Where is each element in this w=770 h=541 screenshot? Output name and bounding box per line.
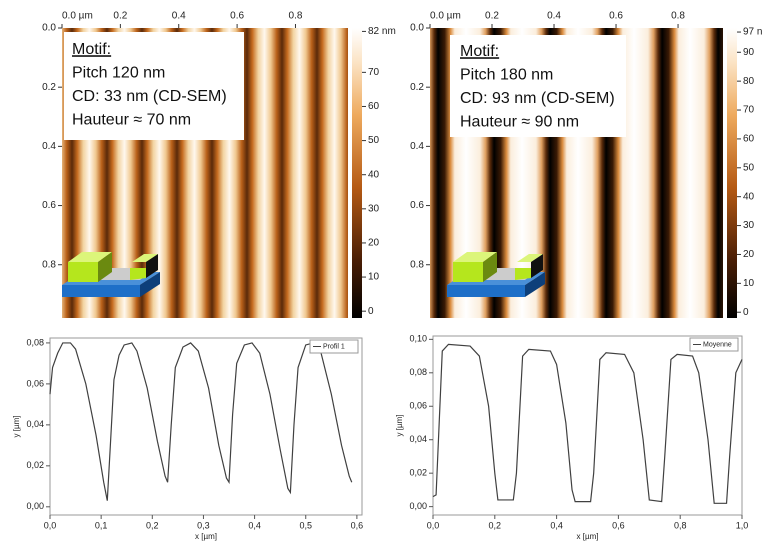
y-axis-label: y [µm] [12,416,21,438]
y-tick-label: 0,06 [26,378,44,388]
y-tick-label: 0,08 [26,337,44,347]
x-tick-label: 0.4 [172,11,186,22]
y-axis-label: y [µm] [395,415,404,437]
annotation-box [64,32,244,140]
y-tick-label: 0.0 [42,23,56,34]
x-tick-label: 0.2 [113,11,127,22]
annotation-text: Hauteur ≈ 90 nm [460,114,579,131]
annotation-box [450,35,626,137]
x-tick-label: 0,8 [674,520,687,530]
colorbar-tick-label: 70 [368,67,380,78]
colorbar-tick-label: 20 [368,238,380,249]
x-tick-label: 0.4 [547,11,561,22]
x-tick-label: 0,5 [299,520,312,530]
colorbar-tick-label: 97 n [743,27,762,38]
annotation-text: Pitch 180 nm [460,67,553,84]
colorbar-tick-label: 20 [743,249,755,260]
legend-label: Profil 1 [323,343,345,350]
x-tick-label: 0.6 [230,11,244,22]
y-tick-label: 0.6 [410,200,424,211]
colorbar-tick-label: 40 [743,191,755,202]
y-tick-label: 0,00 [409,501,427,511]
colorbar-tick-label: 10 [743,278,755,289]
colorbar-tick-label: 10 [368,272,380,283]
colorbar-tick-label: 30 [368,203,380,214]
profile-line [49,342,353,501]
y-tick-label: 0.4 [410,141,424,152]
legend-label: Moyenne [703,341,732,348]
sample-icon [62,252,160,297]
x-tick-label: 0,1 [95,520,108,530]
annotation-text: Hauteur ≈ 70 nm [72,112,191,129]
y-tick-label: 0,02 [409,468,427,478]
annotation-heading: Motif: [460,43,499,60]
x-tick-label: 0,4 [550,520,563,530]
y-tick-label: 0.6 [42,200,56,211]
x-tick-label: 0,2 [489,520,502,530]
colorbar-tick-label: 82 nm [368,26,396,37]
x-tick-label: 0.0 µm [430,11,461,22]
x-tick-label: 0,0 [427,520,440,530]
x-tick-label: 0.8 [289,11,303,22]
x-tick-label: 0.8 [671,11,685,22]
x-tick-label: 0.0 µm [62,11,93,22]
colorbar-tick-label: 0 [743,307,749,318]
y-tick-label: 0.2 [42,82,56,93]
y-tick-label: 0,04 [26,419,44,429]
colorbar-tick-label: 60 [368,101,380,112]
legend-box [689,337,739,352]
y-tick-label: 0.8 [42,259,56,270]
y-tick-label: 0,10 [409,334,427,344]
y-tick-label: 0,04 [409,434,427,444]
colorbar-tick-label: 80 [743,76,755,87]
y-tick-label: 0.0 [410,23,424,34]
x-tick-label: 0,3 [197,520,210,530]
x-axis-label: x [µm] [195,532,217,541]
y-tick-label: 0,08 [409,367,427,377]
x-tick-label: 0,4 [248,520,261,530]
annotation-text: CD: 93 nm (CD-SEM) [460,90,615,107]
colorbar-tick-label: 40 [368,169,380,180]
annotation-text: Pitch 120 nm [72,65,165,82]
colorbar-tick-label: 50 [743,162,755,173]
colorbar-tick-label: 50 [368,135,380,146]
y-tick-label: 0.4 [42,141,56,152]
x-tick-label: 0,6 [612,520,625,530]
colorbar-tick-label: 0 [368,306,374,317]
x-axis-label: x [µm] [577,532,599,541]
y-tick-label: 0.2 [410,82,424,93]
colorbar [727,28,737,318]
y-tick-label: 0.8 [410,259,424,270]
colorbar-tick-label: 90 [743,47,755,58]
annotation-heading: Motif: [72,41,111,58]
sample-icon [447,252,545,297]
y-tick-label: 0,02 [26,460,44,470]
x-tick-label: 0.6 [609,11,623,22]
x-tick-label: 1,0 [736,520,749,530]
colorbar-tick-label: 60 [743,134,755,145]
colorbar-tick-label: 70 [743,105,755,116]
legend-box [309,339,359,354]
colorbar [352,28,362,318]
plot-frame [432,335,743,516]
profile-line [432,343,743,504]
x-tick-label: 0,2 [146,520,159,530]
x-tick-label: 0,0 [44,520,57,530]
plot-frame [49,337,363,516]
y-tick-label: 0,06 [409,401,427,411]
x-tick-label: 0.2 [485,11,499,22]
colorbar-tick-label: 30 [743,220,755,231]
annotation-text: CD: 33 nm (CD-SEM) [72,88,227,105]
y-tick-label: 0,00 [26,501,44,511]
x-tick-label: 0,6 [351,520,364,530]
